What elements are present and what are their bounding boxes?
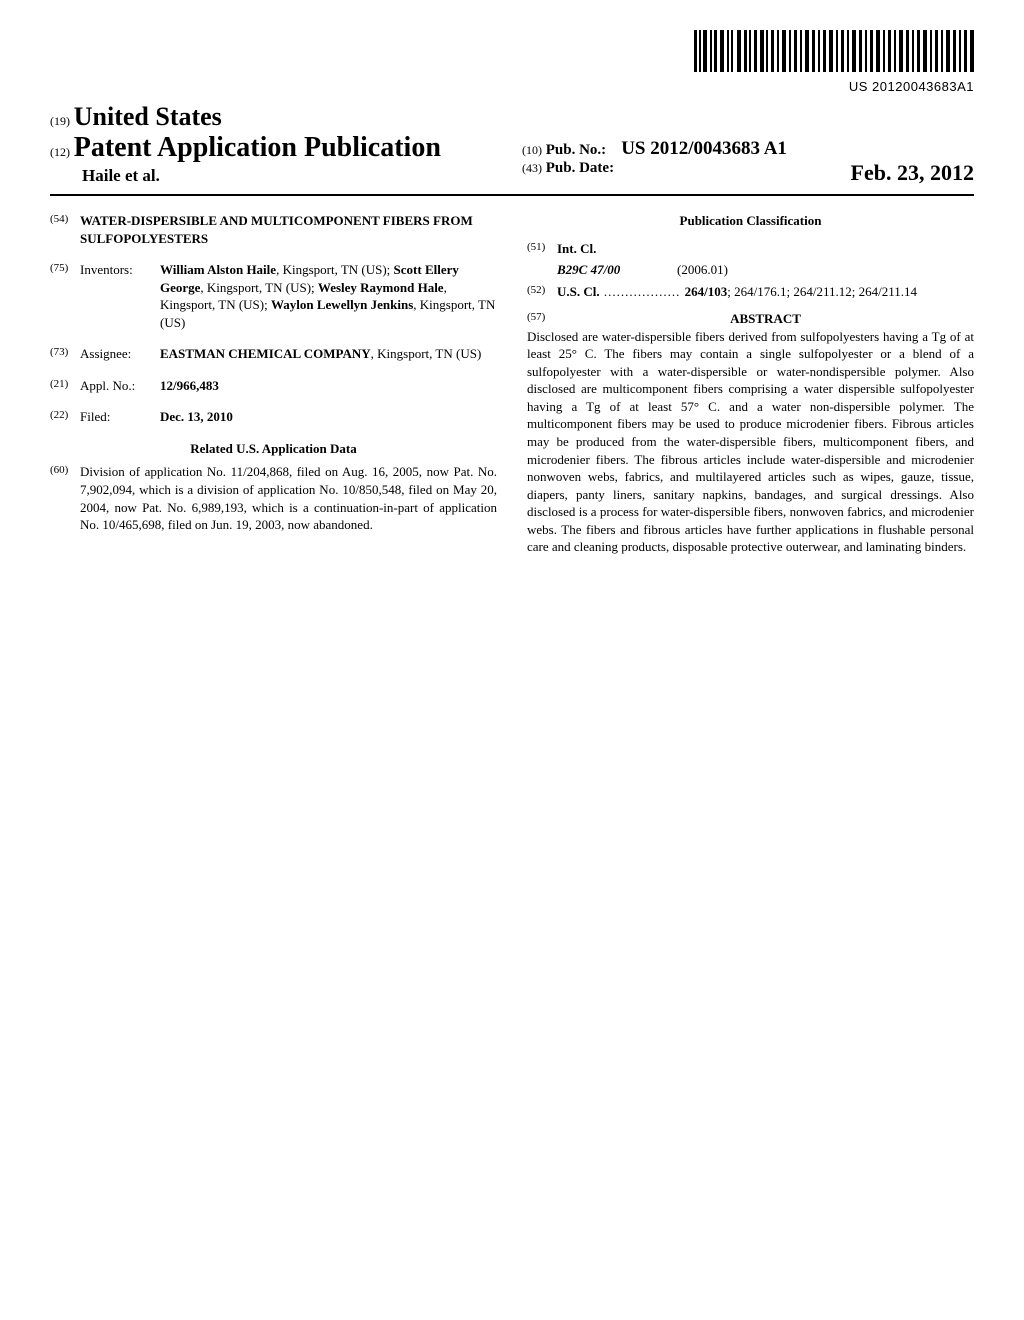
abstract-code: (57) (527, 310, 557, 328)
barcode-section: US 20120043683A1 (50, 30, 974, 94)
header-row: (19) United States (12) Patent Applicati… (50, 102, 974, 186)
assignee-label: Assignee: (80, 345, 160, 363)
int-cl-code: (51) (527, 240, 557, 258)
appl-row: (21) Appl. No.: 12/966,483 (50, 377, 497, 395)
inventors-label: Inventors: (80, 261, 160, 331)
us-cl-dots: .................. (600, 284, 685, 299)
related-title: Related U.S. Application Data (50, 440, 497, 458)
barcode-image (694, 30, 974, 77)
barcode-text: US 20120043683A1 (50, 79, 974, 94)
pub-type-line: (12) Patent Application Publication (50, 132, 502, 164)
pub-no-line: (10) Pub. No.: US 2012/0043683 A1 (522, 138, 974, 160)
appl-label: Appl. No.: (80, 377, 160, 395)
us-cl-label: U.S. Cl. (557, 284, 600, 299)
inventors-value: William Alston Haile, Kingsport, TN (US)… (160, 261, 497, 331)
abstract-header: (57) ABSTRACT (527, 310, 974, 328)
related-row: (60) Division of application No. 11/204,… (50, 463, 497, 533)
pub-no-value: US 2012/0043683 A1 (621, 138, 787, 159)
inventor-loc-1: , Kingsport, TN (US); (200, 280, 317, 295)
header-divider (50, 194, 974, 196)
right-column: Publication Classification (51) Int. Cl.… (527, 212, 974, 556)
pub-date-code: (43) (522, 161, 542, 175)
assignee-name: EASTMAN CHEMICAL COMPANY (160, 346, 371, 361)
us-cl-rest: ; 264/176.1; 264/211.12; 264/211.14 (727, 284, 917, 299)
pub-no-label: Pub. No.: (546, 142, 606, 158)
abstract-body: Disclosed are water-dispersible fibers d… (527, 328, 974, 556)
int-cl-value: B29C 47/00 (557, 261, 677, 279)
title-row: (54) WATER-DISPERSIBLE AND MULTICOMPONEN… (50, 212, 497, 247)
inventor-name-2: Wesley Raymond Hale (318, 280, 444, 295)
inventor-name-0: William Alston Haile (160, 262, 276, 277)
inventors-row: (75) Inventors: William Alston Haile, Ki… (50, 261, 497, 331)
authors-short: Haile et al. (50, 166, 502, 186)
us-cl-value: 264/103 (685, 284, 728, 299)
filed-row: (22) Filed: Dec. 13, 2010 (50, 408, 497, 426)
header-right: (10) Pub. No.: US 2012/0043683 A1 (43) P… (502, 138, 974, 186)
pub-date-line: (43) Pub. Date: Feb. 23, 2012 (522, 160, 974, 186)
pub-date-value: Feb. 23, 2012 (851, 160, 974, 186)
pub-type: Patent Application Publication (74, 132, 441, 163)
int-cl-label: Int. Cl. (557, 240, 617, 258)
patent-title: WATER-DISPERSIBLE AND MULTICOMPONENT FIB… (80, 212, 497, 247)
int-cl-row: (51) Int. Cl. (527, 240, 974, 258)
int-cl-year: (2006.01) (677, 261, 728, 279)
inventor-loc-0: , Kingsport, TN (US); (276, 262, 393, 277)
assignee-value: EASTMAN CHEMICAL COMPANY, Kingsport, TN … (160, 345, 497, 363)
assignee-code: (73) (50, 345, 80, 363)
pub-date-label: Pub. Date: (546, 160, 614, 176)
filed-code: (22) (50, 408, 80, 426)
related-code: (60) (50, 463, 80, 533)
related-text: Division of application No. 11/204,868, … (80, 463, 497, 533)
us-cl-row: (52) U.S. Cl. .................. 264/103… (527, 283, 974, 301)
pub-no-code: (10) (522, 143, 542, 157)
pub-type-code: (12) (50, 145, 70, 159)
abstract-title: ABSTRACT (557, 310, 974, 328)
country-line: (19) United States (50, 102, 502, 132)
appl-code: (21) (50, 377, 80, 395)
country-name: United States (74, 102, 222, 131)
filed-value: Dec. 13, 2010 (160, 408, 497, 426)
us-cl-code: (52) (527, 283, 557, 301)
columns: (54) WATER-DISPERSIBLE AND MULTICOMPONEN… (50, 212, 974, 556)
title-code: (54) (50, 212, 80, 247)
int-cl-value-row: B29C 47/00 (2006.01) (527, 261, 974, 279)
country-code: (19) (50, 114, 70, 128)
header-left: (19) United States (12) Patent Applicati… (50, 102, 502, 186)
inventors-code: (75) (50, 261, 80, 331)
classification-title: Publication Classification (527, 212, 974, 230)
appl-value: 12/966,483 (160, 377, 497, 395)
left-column: (54) WATER-DISPERSIBLE AND MULTICOMPONEN… (50, 212, 497, 556)
assignee-loc: , Kingsport, TN (US) (371, 346, 482, 361)
us-cl-content: U.S. Cl. .................. 264/103; 264… (557, 283, 974, 301)
assignee-row: (73) Assignee: EASTMAN CHEMICAL COMPANY,… (50, 345, 497, 363)
filed-label: Filed: (80, 408, 160, 426)
inventor-name-3: Waylon Lewellyn Jenkins (271, 297, 413, 312)
